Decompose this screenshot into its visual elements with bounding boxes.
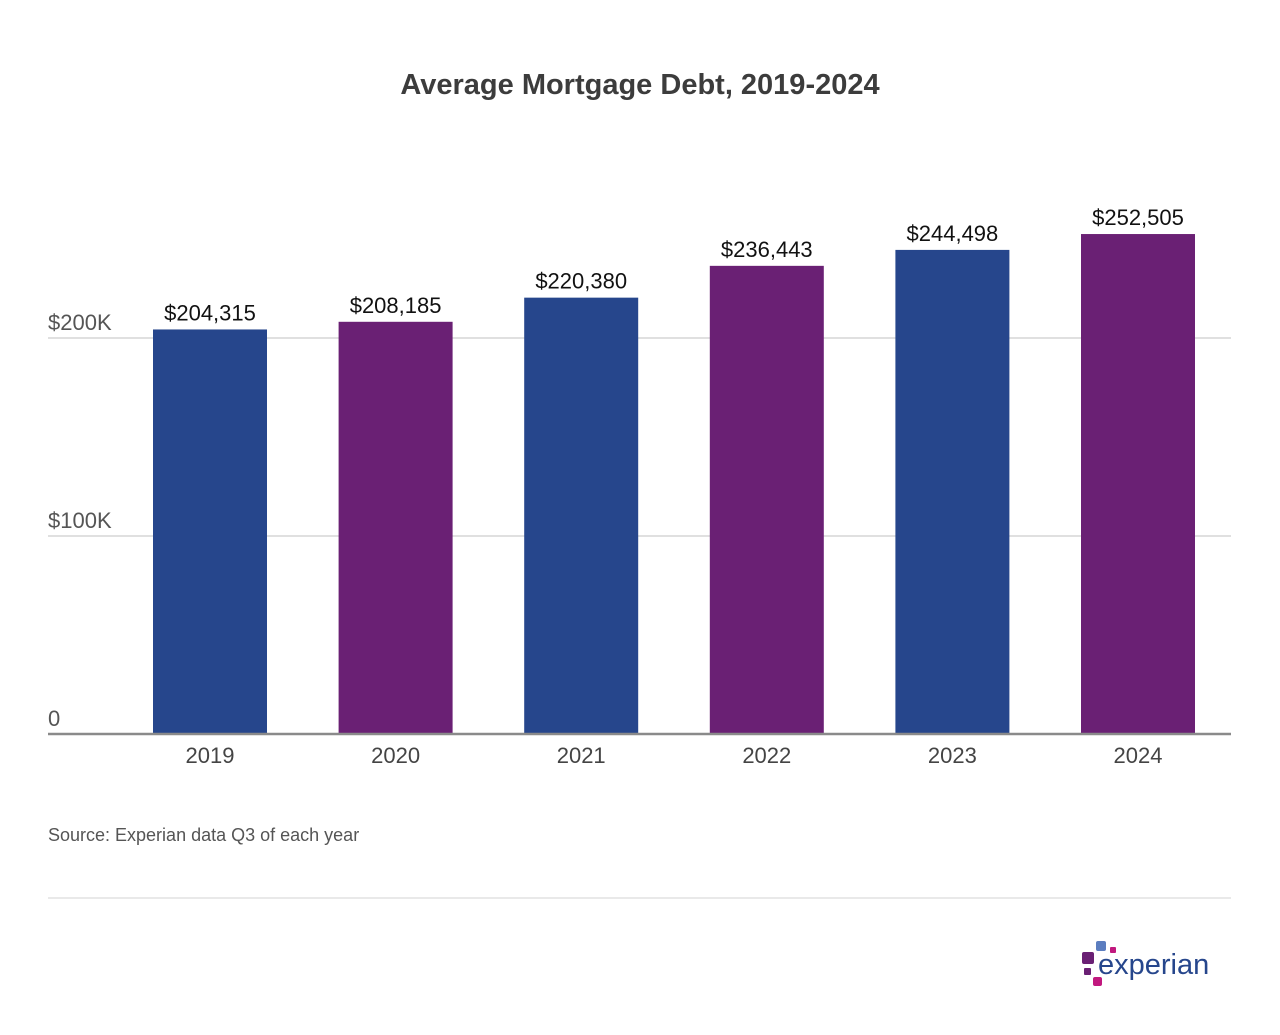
data-label: $244,498	[907, 221, 999, 246]
y-tick-label: $100K	[48, 508, 112, 533]
x-tick-label: 2022	[742, 743, 791, 768]
bar-2024	[1081, 234, 1195, 734]
bar-2021	[524, 297, 639, 734]
data-label: $236,443	[721, 237, 813, 262]
logo-square	[1084, 968, 1091, 975]
data-label: $208,185	[350, 293, 442, 318]
data-label: $252,505	[1092, 205, 1184, 230]
x-tick-label: 2023	[928, 743, 977, 768]
logo-square	[1093, 977, 1102, 986]
data-label: $204,315	[164, 300, 256, 325]
bar-2022	[709, 265, 824, 734]
x-tick-label: 2020	[371, 743, 420, 768]
data-label: $220,380	[535, 269, 627, 294]
y-tick-label: $200K	[48, 310, 112, 335]
logo-square	[1082, 952, 1094, 964]
source-note: Source: Experian data Q3 of each year	[48, 825, 359, 845]
chart-title: Average Mortgage Debt, 2019-2024	[400, 69, 879, 101]
logo-text: experian	[1098, 949, 1209, 981]
y-tick-label: 0	[48, 706, 60, 731]
logo-square	[1110, 947, 1116, 953]
x-tick-label: 2019	[186, 743, 235, 768]
bar-2020	[338, 321, 453, 734]
logo-square	[1096, 941, 1106, 951]
x-tick-label: 2021	[557, 743, 606, 768]
bar-2019	[153, 329, 267, 734]
bar-2023	[895, 249, 1010, 734]
x-tick-label: 2024	[1114, 743, 1163, 768]
experian-logo: experian	[1082, 941, 1209, 986]
